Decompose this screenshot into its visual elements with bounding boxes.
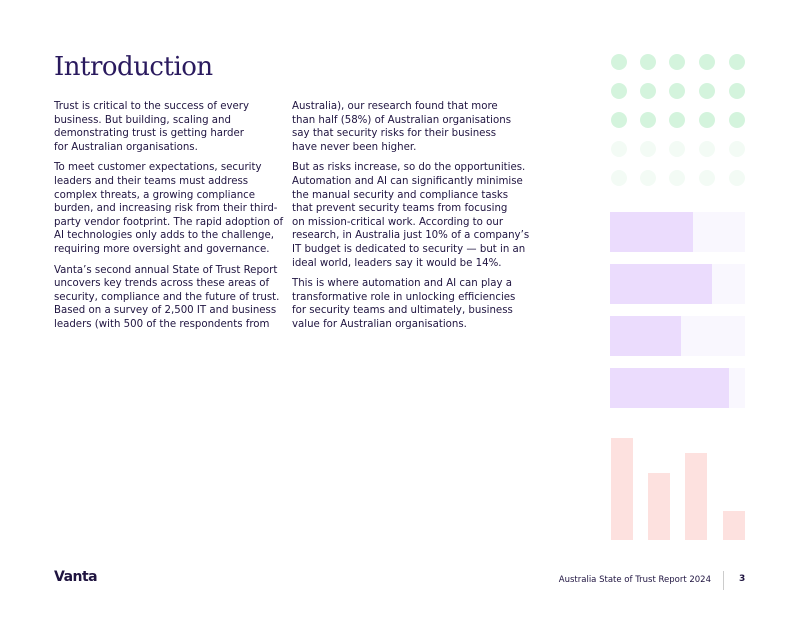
paragraph: Trust is critical to the success of ever… <box>54 100 284 154</box>
paragraph: Australia), our research found that more… <box>292 100 522 154</box>
text-line: This is where automation and AI can play… <box>292 278 513 290</box>
paragraph: But as risks increase, so do the opportu… <box>292 161 530 270</box>
page-number: 3 <box>739 574 746 584</box>
text-line: IT budget is dedicated to security — but… <box>292 243 526 255</box>
text-line: party vendor footprint. The rapid adopti… <box>54 216 284 228</box>
title: Introduction <box>54 52 213 82</box>
column: Trust is critical to the success of ever… <box>54 100 284 339</box>
brand: Vanta <box>54 569 98 585</box>
text-line: leaders (with 500 of the respondents fro… <box>54 318 270 330</box>
vertical-bars <box>611 438 745 540</box>
paragraph: This is where automation and AI can play… <box>292 277 522 331</box>
text-line: Based on a survey of 2,500 IT and busine… <box>54 305 277 317</box>
text-line: that prevent security teams from focusin… <box>292 203 508 215</box>
text-line: Trust is critical to the success of ever… <box>54 101 249 112</box>
text-line: To meet customer expectations, security <box>54 162 262 174</box>
text-line: burden, and increasing risk from their t… <box>54 203 278 215</box>
text-line: Automation and AI can significantly mini… <box>292 175 523 187</box>
paragraph: Vanta’s second annual State of Trust Rep… <box>54 264 284 332</box>
text-line: transformative role in unlocking efficie… <box>292 291 516 303</box>
text-line: research, in Australia just 10% of a com… <box>292 230 530 242</box>
text-line: the manual security and compliance tasks <box>292 189 509 201</box>
text-line: requiring more oversight and governance. <box>54 243 270 255</box>
text-line: leaders and their teams must address <box>54 175 249 187</box>
text-line: uncovers key trends across these areas o… <box>54 278 270 290</box>
text-line: say that security risks for their busine… <box>292 128 497 140</box>
divider <box>723 571 724 590</box>
text-line: for Australian organisations. <box>54 141 198 153</box>
report-name: Australia State of Trust Report 2024 <box>558 575 711 585</box>
text-line: AI technologies only adds to the challen… <box>54 230 274 242</box>
dots <box>611 54 745 186</box>
column: Australia), our research found that more… <box>292 100 530 339</box>
horizontal-bars <box>610 212 745 408</box>
text-line: for security teams and ultimately, busin… <box>292 305 513 317</box>
text-line: But as risks increase, so do the opportu… <box>292 162 526 174</box>
paragraph: To meet customer expectations, security l… <box>54 161 284 256</box>
text-line: on mission-critical work. According to o… <box>292 216 504 228</box>
text-line: business. But building, scaling and <box>54 114 231 126</box>
text-line: demonstrating trust is getting harder <box>54 128 244 140</box>
text-line: value for Australian organisations. <box>292 318 467 330</box>
text-line: security, compliance and the future of t… <box>54 291 280 303</box>
text-line: Vanta’s second annual State of Trust Rep… <box>54 264 278 276</box>
text-line: Australia), our research found that more <box>292 101 498 112</box>
text-line: ideal world, leaders say it would be 14%… <box>292 257 502 269</box>
text-line: complex threats, a growing compliance <box>54 189 256 201</box>
text-line: have never been higher. <box>292 141 417 153</box>
text-line: than half (58%) of Australian organisati… <box>292 114 512 126</box>
